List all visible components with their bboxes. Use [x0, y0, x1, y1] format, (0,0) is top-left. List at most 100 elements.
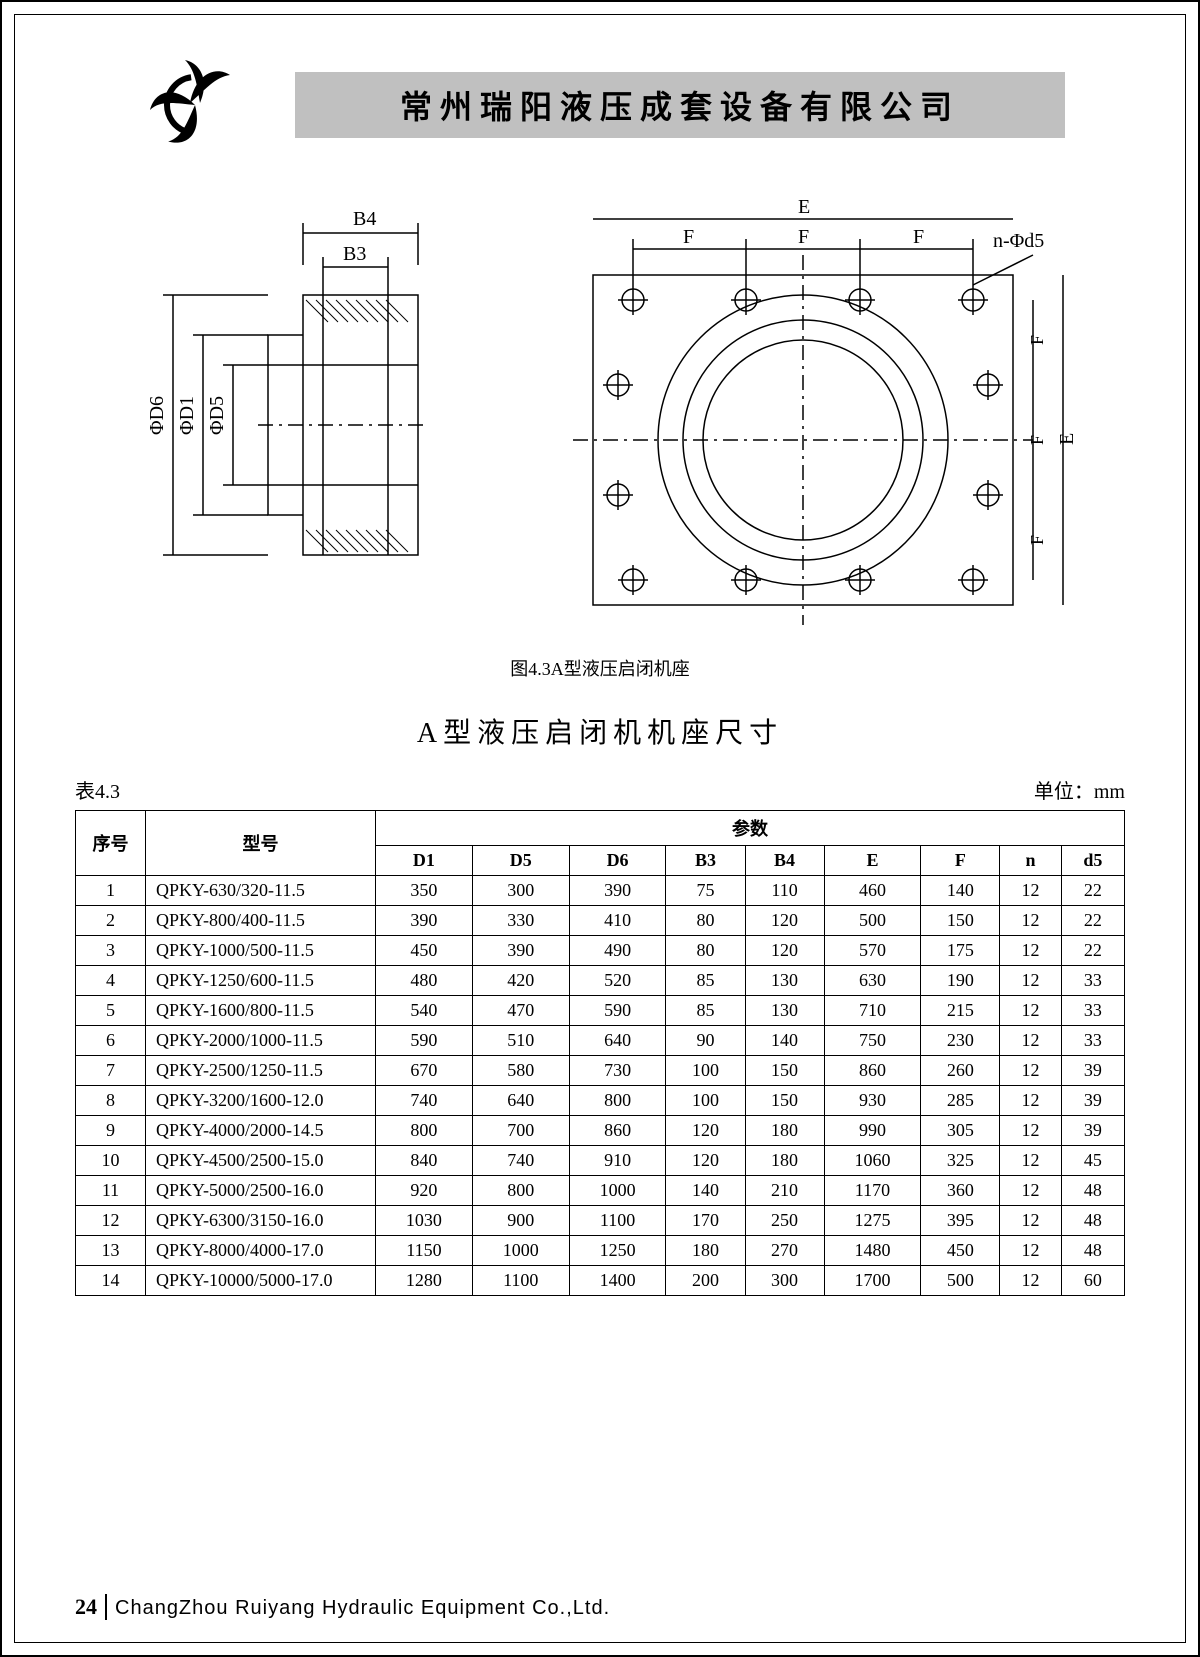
- page-number: 24: [75, 1594, 107, 1620]
- cell-value: 12: [1000, 1116, 1061, 1146]
- cell-value: 90: [666, 1026, 745, 1056]
- cell-value: 180: [745, 1146, 824, 1176]
- cell-model: QPKY-1000/500-11.5: [146, 936, 376, 966]
- cell-value: 100: [666, 1086, 745, 1116]
- cell-value: 180: [745, 1116, 824, 1146]
- cell-value: 1480: [824, 1236, 921, 1266]
- cell-value: 150: [921, 906, 1000, 936]
- cell-model: QPKY-4000/2000-14.5: [146, 1116, 376, 1146]
- cell-value: 12: [1000, 876, 1061, 906]
- cell-seq: 9: [76, 1116, 146, 1146]
- cell-value: 470: [472, 996, 569, 1026]
- cell-value: 200: [666, 1266, 745, 1296]
- cell-value: 110: [745, 876, 824, 906]
- dim-b4: B4: [353, 208, 376, 230]
- cell-value: 480: [376, 966, 473, 996]
- cell-value: 740: [472, 1146, 569, 1176]
- cell-value: 230: [921, 1026, 1000, 1056]
- cell-seq: 12: [76, 1206, 146, 1236]
- plan-view-drawing-icon: E F F F n-Φd5: [523, 195, 1083, 635]
- cell-seq: 10: [76, 1146, 146, 1176]
- cell-value: 12: [1000, 1026, 1061, 1056]
- table-body: 1QPKY-630/320-11.53503003907511046014012…: [76, 876, 1125, 1296]
- cell-value: 590: [569, 996, 666, 1026]
- cell-value: 80: [666, 936, 745, 966]
- cell-value: 1150: [376, 1236, 473, 1266]
- page-frame: 常州瑞阳液压成套设备有限公司 B4 B3: [14, 14, 1186, 1643]
- dim-e: E: [798, 196, 810, 218]
- cell-seq: 13: [76, 1236, 146, 1266]
- company-logo-icon: [135, 55, 255, 155]
- svg-text:F: F: [913, 226, 924, 248]
- cell-value: 12: [1000, 936, 1061, 966]
- table-row: 6QPKY-2000/1000-11.559051064090140750230…: [76, 1026, 1125, 1056]
- cell-value: 22: [1061, 906, 1124, 936]
- cell-value: 1700: [824, 1266, 921, 1296]
- cell-value: 180: [666, 1236, 745, 1266]
- cell-value: 395: [921, 1206, 1000, 1236]
- page-footer: 24 ChangZhou Ruiyang Hydraulic Equipment…: [75, 1594, 610, 1620]
- dim-d6: ΦD6: [146, 396, 168, 435]
- cell-value: 730: [569, 1056, 666, 1086]
- col-b3: B3: [666, 846, 745, 876]
- cell-value: 12: [1000, 1176, 1061, 1206]
- header: 常州瑞阳液压成套设备有限公司: [75, 55, 1125, 155]
- cell-value: 490: [569, 936, 666, 966]
- col-n: n: [1000, 846, 1061, 876]
- cell-value: 33: [1061, 966, 1124, 996]
- cell-value: 150: [745, 1056, 824, 1086]
- cell-value: 33: [1061, 996, 1124, 1026]
- cell-value: 840: [376, 1146, 473, 1176]
- svg-text:F: F: [1027, 335, 1047, 345]
- svg-text:F: F: [1027, 435, 1047, 445]
- table-row: 3QPKY-1000/500-11.5450390490801205701751…: [76, 936, 1125, 966]
- cell-value: 12: [1000, 966, 1061, 996]
- col-model: 型号: [146, 811, 376, 876]
- col-params: 参数: [376, 811, 1125, 846]
- cell-value: 510: [472, 1026, 569, 1056]
- table-unit: 单位：mm: [1034, 775, 1125, 804]
- cell-seq: 2: [76, 906, 146, 936]
- cell-value: 12: [1000, 1236, 1061, 1266]
- figure-caption: 图4.3A型液压启闭机座: [75, 655, 1125, 681]
- table-row: 10QPKY-4500/2500-15.08407409101201801060…: [76, 1146, 1125, 1176]
- cell-seq: 8: [76, 1086, 146, 1116]
- cell-value: 1170: [824, 1176, 921, 1206]
- dim-d1: ΦD1: [176, 396, 198, 435]
- cell-model: QPKY-3200/1600-12.0: [146, 1086, 376, 1116]
- cell-value: 175: [921, 936, 1000, 966]
- cell-model: QPKY-10000/5000-17.0: [146, 1266, 376, 1296]
- cell-value: 1000: [569, 1176, 666, 1206]
- table-head: 序号 型号 参数 D1D5D6B3B4EFnd5: [76, 811, 1125, 876]
- cell-value: 630: [824, 966, 921, 996]
- table-title: A型液压启闭机机座尺寸: [75, 711, 1125, 751]
- col-b4: B4: [745, 846, 824, 876]
- cell-value: 570: [824, 936, 921, 966]
- cell-seq: 14: [76, 1266, 146, 1296]
- cell-seq: 1: [76, 876, 146, 906]
- cell-value: 1250: [569, 1236, 666, 1266]
- cell-value: 590: [376, 1026, 473, 1056]
- cell-value: 80: [666, 906, 745, 936]
- table-row: 8QPKY-3200/1600-12.074064080010015093028…: [76, 1086, 1125, 1116]
- table-meta: 表4.3 单位：mm: [75, 775, 1125, 804]
- cell-value: 140: [666, 1176, 745, 1206]
- cell-value: 800: [472, 1176, 569, 1206]
- cell-seq: 3: [76, 936, 146, 966]
- cell-value: 270: [745, 1236, 824, 1266]
- cell-value: 450: [921, 1236, 1000, 1266]
- cell-value: 140: [745, 1026, 824, 1056]
- cell-value: 12: [1000, 906, 1061, 936]
- cell-value: 670: [376, 1056, 473, 1086]
- cell-value: 60: [1061, 1266, 1124, 1296]
- cell-model: QPKY-800/400-11.5: [146, 906, 376, 936]
- cell-value: 48: [1061, 1206, 1124, 1236]
- cell-value: 150: [745, 1086, 824, 1116]
- col-d5: d5: [1061, 846, 1124, 876]
- cell-value: 12: [1000, 1146, 1061, 1176]
- cell-value: 540: [376, 996, 473, 1026]
- company-name-bar: 常州瑞阳液压成套设备有限公司: [295, 72, 1065, 138]
- cell-value: 350: [376, 876, 473, 906]
- cell-value: 1100: [472, 1266, 569, 1296]
- dim-b3: B3: [343, 243, 366, 265]
